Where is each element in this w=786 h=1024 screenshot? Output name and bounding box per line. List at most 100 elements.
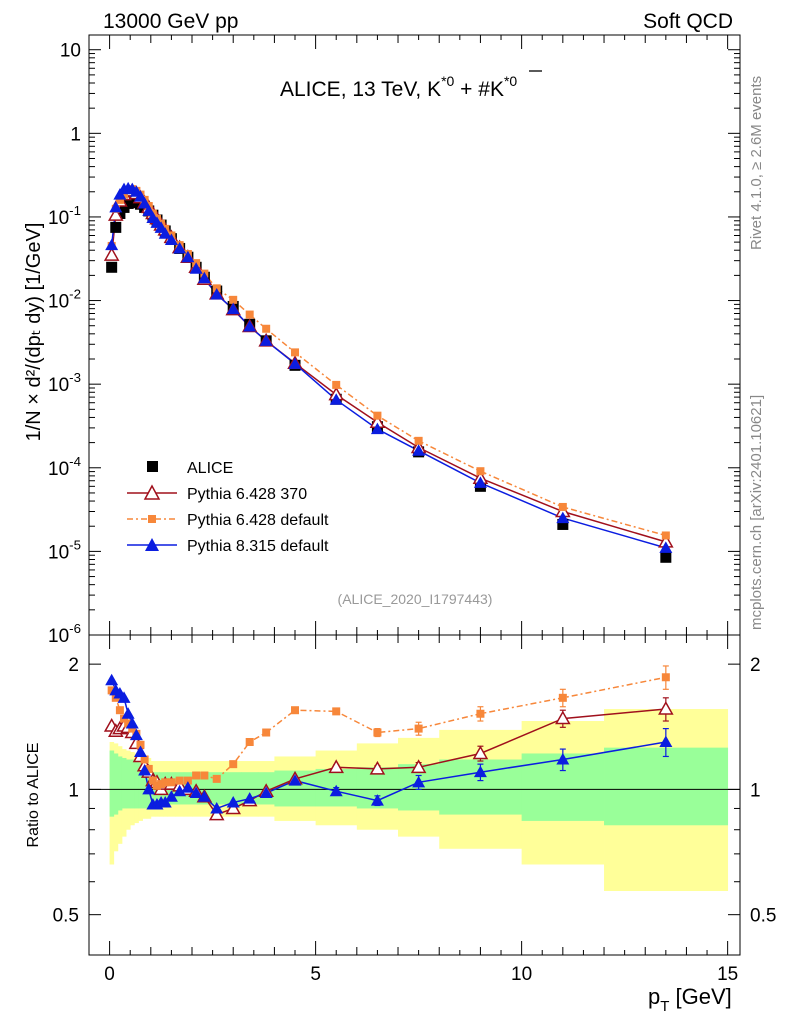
ratio-band-stat	[126, 759, 131, 809]
ratio-band-stat	[224, 772, 242, 805]
ratio-band-stat	[208, 772, 226, 805]
ratio-band-stat	[142, 765, 148, 809]
ratio-point-s1-25	[373, 728, 382, 737]
main-series-layer	[103, 181, 674, 563]
main-ytick-label: 10-4	[48, 454, 81, 480]
ratio-point-s2-25	[370, 794, 384, 806]
legend-marker-pythia8	[145, 538, 159, 551]
main-point-s2-23	[291, 348, 300, 357]
main-point-s2-22	[262, 324, 271, 333]
ratio-ytick-label: 2	[68, 655, 79, 676]
main-point-s3-29	[659, 541, 673, 553]
main-point-s2-3	[120, 190, 129, 199]
ratio-band-stat	[109, 750, 115, 817]
ratio-point-s0-24	[328, 759, 345, 774]
ratio-point-s2-19	[210, 801, 224, 814]
ratio-point-s2-28	[556, 752, 570, 765]
title-kbar: K	[490, 78, 504, 101]
legend-label-pythia6-default: Pythia 6.428 default	[187, 512, 329, 529]
side-rivet-label: Rivet 4.1.0, ≥ 2.6M events	[748, 76, 765, 250]
main-point-s2-21	[245, 310, 254, 319]
ratio-point-s2-5	[125, 717, 139, 729]
main-x-ticks	[109, 35, 729, 635]
ratio-point-s1-19	[212, 774, 221, 783]
main-point-s3-16	[181, 250, 195, 263]
legend-item-pythia6-default: Pythia 6.428 default	[127, 512, 329, 529]
ratio-band-stat	[134, 761, 139, 809]
chart-title: ALICE, 13 TeV, K*0 + #K*0	[280, 73, 517, 101]
ratio-band-stat	[117, 756, 123, 811]
ratio-x-ticks: 0 5 10 15	[104, 635, 738, 985]
main-point-s3-27	[473, 476, 487, 488]
main-ytick-label: 10	[60, 41, 81, 62]
main-point-s3-23	[288, 357, 302, 369]
ratio-point-s2-6	[129, 728, 143, 741]
ratio-point-s2-17	[189, 786, 203, 799]
ratio-point-s1-5	[128, 724, 137, 733]
ratio-point-s1-2	[115, 706, 124, 715]
ratio-point-s1-21	[245, 737, 254, 746]
ratio-point-s0-26	[410, 759, 427, 774]
main-ytick-label: 1	[70, 124, 81, 145]
main-point-s2-26	[414, 436, 423, 445]
ratio-point-s0-19	[208, 806, 225, 821]
ratio-ytick-label-right: 0.5	[750, 906, 776, 927]
main-point-s3-22	[259, 334, 273, 346]
main-point-s3-14	[164, 233, 178, 245]
ratio-point-s1-16	[183, 776, 192, 785]
main-point-s3-15	[173, 241, 187, 254]
ratio-point-s1-0	[107, 686, 116, 695]
main-point-s2-29	[661, 531, 670, 540]
ratio-point-s1-9	[144, 764, 153, 773]
main-point-s3-20	[226, 302, 240, 315]
main-point-s3-13	[158, 227, 172, 239]
legend-label-alice: ALICE	[187, 460, 233, 477]
main-frame	[88, 34, 741, 636]
main-ytick-label: 10-2	[48, 287, 81, 313]
ratio-point-s2-22	[259, 786, 273, 799]
ratio-y-label: Ratio to ALICE	[25, 743, 42, 848]
legend-marker-pythia6-370	[143, 484, 161, 500]
ratio-xtick-label: 0	[104, 964, 115, 985]
ratio-point-s1-29	[661, 673, 670, 682]
ratio-point-s1-24	[332, 707, 341, 716]
main-point-s2-25	[373, 411, 382, 420]
ratio-point-s2-24	[329, 784, 343, 797]
main-point-s1-0	[103, 247, 120, 261]
legend-marker-alice	[147, 461, 158, 472]
ratio-point-s1-17	[192, 771, 201, 780]
ratio-point-s1-26	[414, 724, 423, 733]
main-point-s1-1	[107, 207, 124, 221]
main-point-s3-9	[142, 204, 156, 216]
ratio-point-s1-13	[161, 778, 170, 787]
main-ytick-label: 10-6	[48, 621, 81, 647]
ratio-point-s2-3	[117, 691, 131, 703]
legend-item-alice: ALICE	[147, 460, 233, 477]
main-point-s3-25	[370, 422, 384, 435]
ratio-point-s1-11	[152, 781, 161, 790]
ratio-panel: 0.5 0.5 1 1 2 2 0 5 10 15 Ratio to ALICE pT [GeV…	[25, 634, 776, 1015]
analysis-id: (ALICE_2020_I1797443)	[338, 591, 493, 607]
ratio-band-stat	[113, 753, 119, 815]
ratio-point-s1-27	[476, 709, 485, 718]
ratio-point-s1-14	[167, 778, 176, 787]
ratio-point-s2-18	[197, 790, 211, 802]
ratio-band-stat	[604, 747, 729, 826]
ratio-point-s0-29	[658, 701, 674, 715]
main-panel: 10-6 10-5 10-4 10-3 10-2 10-1 1 10 ALICE, 13 Te…	[23, 34, 741, 647]
ratio-ytick-label-right: 1	[750, 780, 761, 801]
main-ytick-label: 10-5	[48, 537, 81, 563]
ratio-point-s2-15	[173, 784, 187, 797]
ratio-point-s1-4	[124, 719, 133, 728]
ratio-ytick-label: 1	[68, 780, 79, 801]
ratio-point-s2-16	[181, 781, 195, 793]
legend-label-pythia6-370: Pythia 6.428 370	[187, 486, 307, 503]
main-point-s2-20	[229, 295, 238, 304]
main-point-s3-17	[189, 262, 203, 274]
x-label-unit: [GeV]	[669, 984, 731, 1009]
ratio-band-stat	[130, 759, 135, 809]
ratio-band-stat	[121, 757, 127, 809]
ratio-point-s1-12	[157, 780, 166, 789]
ratio-error-bands	[109, 709, 729, 891]
